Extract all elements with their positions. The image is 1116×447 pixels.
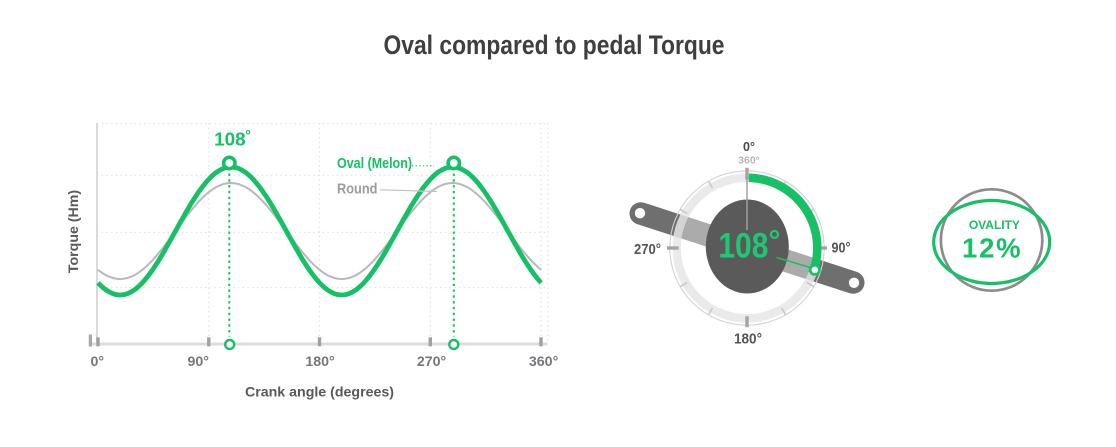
svg-text:180°: 180° — [305, 354, 335, 370]
svg-text:OVALITY: OVALITY — [969, 218, 1020, 232]
svg-text:90°: 90° — [187, 354, 209, 370]
svg-text:0°: 0° — [743, 140, 755, 154]
svg-text:360°: 360° — [738, 155, 760, 167]
svg-text:90°: 90° — [832, 240, 851, 257]
svg-text:108: 108 — [214, 129, 246, 150]
svg-text:Oval (Melon): Oval (Melon) — [337, 156, 412, 172]
svg-text:270°: 270° — [417, 354, 447, 370]
svg-text:0°: 0° — [91, 354, 105, 370]
svg-text:°: ° — [769, 225, 781, 258]
svg-text:360°: 360° — [529, 354, 559, 370]
svg-text:12%: 12% — [962, 233, 1022, 264]
svg-text:Oval compared to pedal Torque: Oval compared to pedal Torque — [384, 30, 725, 60]
svg-text:Torque (Hm): Torque (Hm) — [66, 190, 82, 274]
svg-text:Round: Round — [337, 182, 378, 198]
svg-text:270°: 270° — [634, 241, 661, 258]
svg-text:°: ° — [245, 127, 251, 143]
svg-text:Crank angle (degrees): Crank angle (degrees) — [245, 384, 394, 400]
svg-text:180°: 180° — [734, 331, 762, 348]
svg-text:108: 108 — [718, 227, 768, 266]
